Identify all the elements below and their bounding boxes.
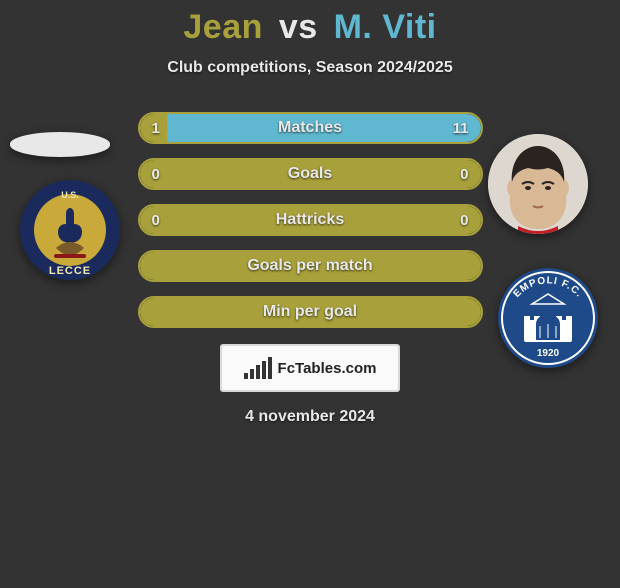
stat-bar: Min per goal bbox=[138, 296, 483, 328]
player2-name: M. Viti bbox=[334, 8, 437, 46]
empoli-badge-icon: EMPOLI F.C. 1920 bbox=[498, 268, 598, 368]
stat-bar: 111Matches bbox=[138, 112, 483, 144]
stats-container: 111Matches 00Goals 00Hattricks Goals per ma… bbox=[138, 112, 483, 328]
stat-bar: 00Hattricks bbox=[138, 204, 483, 236]
stat-label: Goals bbox=[140, 160, 481, 188]
player2-club-badge: EMPOLI F.C. 1920 bbox=[498, 268, 598, 368]
chart-icon bbox=[244, 357, 272, 379]
stat-label: Matches bbox=[140, 114, 481, 142]
source-logo-text: FcTables.com bbox=[278, 360, 377, 377]
stat-label: Min per goal bbox=[140, 298, 481, 326]
stat-label: Hattricks bbox=[140, 206, 481, 234]
lecce-bottom-text: LECCE bbox=[49, 265, 91, 277]
player1-name: Jean bbox=[183, 8, 263, 46]
lecce-top-text: U.S. bbox=[61, 190, 79, 200]
stat-bar: Goals per match bbox=[138, 250, 483, 282]
stat-label: Goals per match bbox=[140, 252, 481, 280]
lecce-badge-icon: U.S. LECCE bbox=[20, 180, 120, 280]
source-logo: FcTables.com bbox=[220, 344, 400, 392]
face-icon bbox=[488, 134, 588, 234]
stat-bar: 00Goals bbox=[138, 158, 483, 190]
vs-separator: vs bbox=[279, 8, 318, 46]
empoli-year: 1920 bbox=[537, 348, 560, 359]
date-label: 4 november 2024 bbox=[0, 408, 620, 426]
player1-club-badge: U.S. LECCE bbox=[20, 180, 120, 280]
player2-avatar bbox=[488, 134, 588, 234]
comparison-title: Jean vs M. Viti bbox=[0, 8, 620, 47]
player1-avatar bbox=[10, 132, 110, 157]
subtitle: Club competitions, Season 2024/2025 bbox=[0, 59, 620, 77]
